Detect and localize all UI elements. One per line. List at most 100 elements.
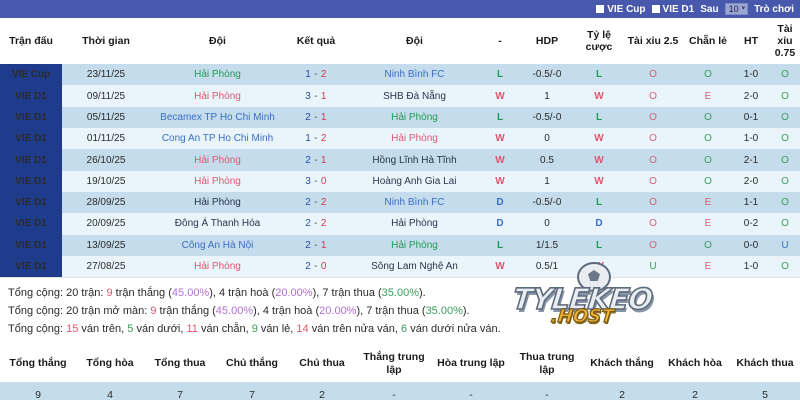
home-team-cell: Hải Phòng [150, 149, 285, 171]
home-team-name[interactable]: Công An Hà Nội [181, 239, 254, 251]
away-team-name[interactable]: Ninh Bình FC [384, 197, 445, 209]
result-cell: W [482, 85, 518, 107]
over-under-075-cell: O [770, 255, 800, 278]
home-team-name[interactable]: Hải Phòng [194, 175, 241, 187]
away-team-name[interactable]: Ninh Bình FC [384, 69, 445, 81]
odds-cell: D [576, 213, 622, 235]
table-row[interactable]: VIE D1 19/10/25 Hải Phòng 3 - 0 Hoàng Anh Gi… [0, 170, 800, 192]
summary-l1-text4: ), 7 trận thua ( [312, 287, 382, 300]
hdp-cell: 0 [518, 128, 576, 150]
col-header-tran-dau[interactable]: Trận đấu [0, 18, 62, 65]
home-team-name[interactable]: Hải Phòng [194, 197, 241, 209]
count-select[interactable]: 10 ▾ [724, 3, 749, 15]
col-header-ket-qua[interactable]: Kết quả [285, 18, 347, 65]
home-team-name[interactable]: Hải Phòng [194, 154, 241, 166]
over-under-25-cell: O [622, 85, 684, 107]
col-header-hdp[interactable]: HDP [518, 18, 576, 65]
table-row[interactable]: VIE D1 09/11/25 Hải Phòng 3 - 1 SHB Đà Nẵng W… [0, 85, 800, 107]
stat-value-khach-thang: 2 [584, 381, 660, 400]
league-badge: VIE D1 [0, 85, 62, 107]
match-date: 19/10/25 [62, 170, 150, 192]
summary-l1-draw-pct: 20.00% [275, 287, 313, 300]
table-row[interactable]: VIE D1 28/09/25 Hải Phòng 2 - 2 Ninh Bình FC… [0, 191, 800, 214]
away-team-name[interactable]: Hải Phòng [391, 239, 438, 251]
match-date: 13/09/25 [62, 234, 150, 256]
summary-l3-over: 15 [66, 322, 79, 335]
table-row[interactable]: VIE Cup 23/11/25 Hải Phòng 1 - 2 Ninh Bình F… [0, 64, 800, 86]
over-under-25-cell: O [622, 128, 684, 150]
away-team-name[interactable]: Hải Phòng [391, 111, 438, 123]
summary-l1-text1: Tổng cộng: 20 trận: [8, 287, 107, 300]
over-under-25-value: O [649, 90, 657, 102]
home-team-name[interactable]: Hải Phòng [194, 90, 241, 102]
score-cell: 2 - 1 [285, 149, 347, 171]
checkbox-checked-icon[interactable] [596, 5, 605, 13]
hdp-cell: 0.5/1 [518, 255, 576, 278]
league-badge: VIE D1 [0, 191, 62, 214]
table-row[interactable]: VIE D1 13/09/25 Công An Hà Nội 2 - 1 Hải Phò… [0, 234, 800, 256]
odd-even-cell: E [684, 255, 732, 278]
home-team-name[interactable]: Hải Phòng [194, 261, 241, 272]
col-header-ht[interactable]: HT [732, 18, 770, 65]
col-header-ty-le-cuoc[interactable]: Tỷ lệ cược [576, 18, 622, 65]
col-header-doi-home[interactable]: Đội [150, 18, 285, 65]
table-row[interactable]: VIE D1 26/10/25 Hải Phòng 2 - 1 Hồng Lĩnh Hà… [0, 149, 800, 171]
over-under-25-cell: O [622, 191, 684, 214]
over-under-25-value: O [649, 197, 657, 209]
table-row[interactable]: VIE D1 27/08/25 Hải Phòng 2 - 0 Sông Lam Ngh… [0, 255, 800, 278]
odds-cell: W [576, 128, 622, 150]
away-team-name[interactable]: SHB Đà Nẵng [383, 90, 446, 102]
summary-l2-loss-pct: 35.00% [425, 304, 463, 317]
matches-table: Trận đấu Thời gian Đội Kết quả Đội - HDP… [0, 18, 800, 278]
away-team-name[interactable]: Hải Phòng [391, 133, 438, 145]
home-team-name[interactable]: Hải Phòng [194, 69, 241, 81]
away-team-name[interactable]: Hồng Lĩnh Hà Tĩnh [372, 154, 457, 166]
stat-header-tong-thua: Tổng thua [144, 345, 216, 382]
odds-value: W [594, 261, 604, 272]
result-value: W [495, 154, 505, 166]
home-team-name[interactable]: Cong An TP Ho Chi Minh [161, 133, 274, 145]
over-under-075-cell: O [770, 85, 800, 107]
table-row[interactable]: VIE D1 05/11/25 Becamex TP Ho Chi Minh 2 - … [0, 106, 800, 129]
home-team-cell: Cong An TP Ho Chi Minh [150, 128, 285, 150]
result-value: L [496, 111, 504, 123]
col-header-tai-xiu-25[interactable]: Tài xỉu 2.5 [622, 18, 684, 65]
stat-header-thang-trung-lap: Thắng trung lập [356, 345, 432, 382]
table-row[interactable]: VIE D1 20/09/25 Đông Á Thanh Hóa 2 - 2 Hải P… [0, 213, 800, 235]
result-value: L [496, 69, 504, 81]
over-under-075-value: U [781, 239, 789, 251]
home-team-name[interactable]: Đông Á Thanh Hóa [174, 218, 261, 230]
home-team-name[interactable]: Becamex TP Ho Chi Minh [160, 111, 275, 123]
league-badge: VIE D1 [0, 170, 62, 192]
away-team-name[interactable]: Sông Lam Nghệ An [371, 261, 458, 272]
odds-value: W [594, 154, 604, 166]
stat-value-tong-thua: 7 [144, 381, 216, 400]
col-header-tai-xiu-075[interactable]: Tài xỉu 0.75 [770, 18, 800, 65]
result-cell: L [482, 234, 518, 256]
stat-header-hoa-trung-lap: Hòa trung lập [432, 345, 510, 382]
col-header-chan-le[interactable]: Chẵn lẻ [684, 18, 732, 65]
stats-table: Tổng thắng Tổng hòa Tổng thua Chủ thắng … [0, 345, 800, 400]
away-team-name[interactable]: Hải Phòng [391, 218, 438, 230]
away-team-cell: Hồng Lĩnh Hà Tĩnh [347, 149, 482, 171]
play-label[interactable]: Trò chơi [754, 3, 794, 15]
table-row[interactable]: VIE D1 01/11/25 Cong An TP Ho Chi Minh 1 - … [0, 128, 800, 150]
odds-value: W [594, 90, 604, 102]
summary-l2-text1: Tổng cộng: 20 trận mở màn: [8, 304, 151, 317]
col-header-dash[interactable]: - [482, 18, 518, 65]
filter-vie-cup[interactable]: VIE Cup [596, 4, 646, 15]
half-time-cell: 0-0 [732, 234, 770, 256]
result-value: D [496, 197, 504, 209]
odds-cell: W [576, 255, 622, 278]
result-cell: W [482, 128, 518, 150]
hdp-cell: -0.5/-0 [518, 191, 576, 214]
checkbox-checked-icon[interactable] [651, 5, 660, 13]
summary-l3-text0: Tổng cộng: [8, 322, 67, 335]
match-date: 01/11/25 [62, 128, 150, 150]
match-date: 09/11/25 [62, 85, 150, 107]
filter-vie-d1[interactable]: VIE D1 [651, 4, 694, 15]
col-header-thoi-gian[interactable]: Thời gian [62, 18, 150, 65]
col-header-doi-away[interactable]: Đội [347, 18, 482, 65]
away-team-name[interactable]: Hoàng Anh Gia Lai [372, 175, 457, 187]
